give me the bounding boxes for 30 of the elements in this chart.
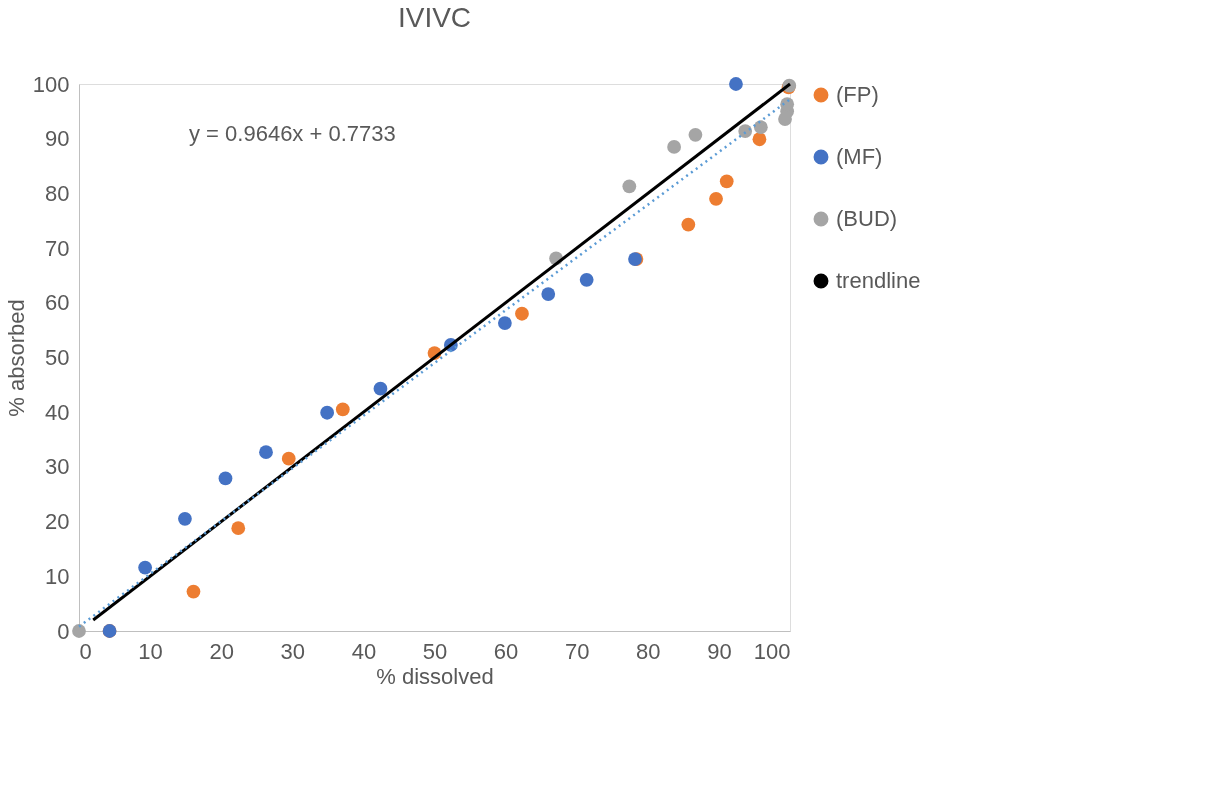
y-tick-label: 0	[57, 618, 70, 644]
x-tick-label: 70	[564, 638, 590, 664]
x-tick-label: 0	[79, 638, 92, 664]
legend-label: (BUD)	[836, 206, 898, 231]
x-tick-label: 80	[636, 638, 661, 664]
y-tick-label: 30	[45, 454, 70, 480]
y-tick-label: 50	[45, 345, 70, 370]
y-tick-label: 40	[45, 399, 70, 425]
y-tick-label: 100	[32, 71, 70, 97]
y-tick-label: 60	[45, 290, 70, 316]
chart-title: IVIVC	[397, 2, 472, 33]
y-tick-label: 70	[45, 235, 70, 261]
y-tick-label: 20	[45, 509, 70, 535]
x-tick-label: 60	[493, 638, 519, 664]
legend-label: trendline	[836, 268, 921, 293]
x-tick-label: 10	[138, 638, 163, 664]
legend-label: (FP)	[836, 82, 879, 107]
x-tick-label: 100	[753, 638, 791, 664]
y-tick-label: 90	[45, 126, 70, 152]
y-tick-label: 80	[45, 180, 70, 206]
legend-label: (MF)	[836, 144, 883, 169]
x-axis-title: % dissolved	[376, 663, 494, 689]
x-tick-label: 90	[707, 638, 732, 664]
annotation: y = 0.9646x + 0.7733	[189, 121, 396, 146]
x-tick-label: 20	[209, 638, 234, 664]
x-tick-label: 50	[422, 638, 448, 664]
x-tick-label: 30	[280, 638, 306, 664]
x-tick-label: 40	[351, 638, 377, 664]
y-axis-title: % absorbed	[3, 299, 29, 417]
y-tick-label: 10	[45, 563, 70, 589]
